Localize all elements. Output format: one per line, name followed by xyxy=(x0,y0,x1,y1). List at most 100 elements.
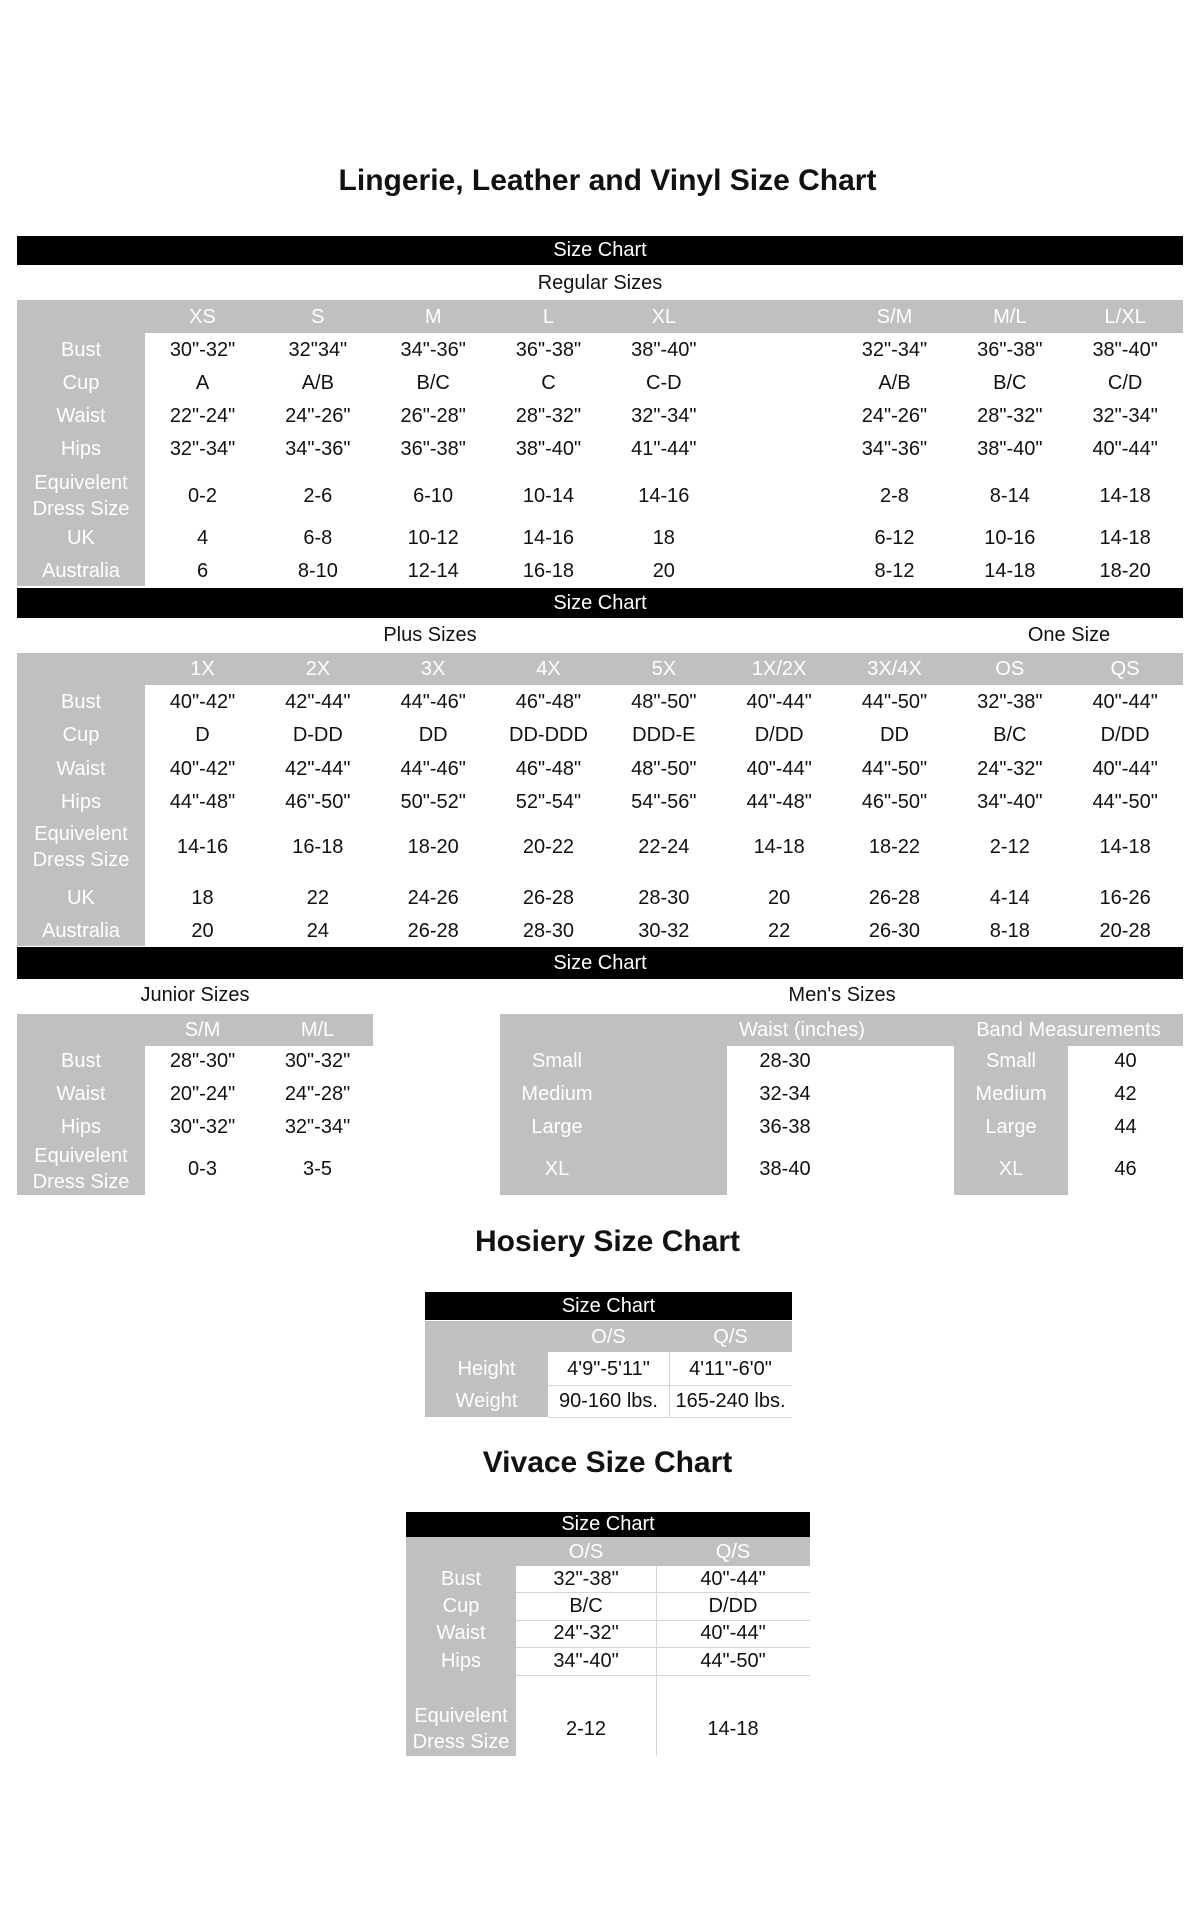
mens-band-cell: 42 xyxy=(1114,1083,1137,1105)
plus-column-header: 1X/2X xyxy=(751,658,807,680)
regular-column-header: S/M xyxy=(876,305,913,328)
plus-table-cell: 2-12 xyxy=(989,836,1030,858)
mens-band-cell: 46 xyxy=(1114,1158,1137,1180)
hosiery-header-background xyxy=(425,1321,792,1352)
regular-table-cell: 38"-40" xyxy=(1092,339,1158,361)
regular-column-header: M xyxy=(424,305,442,328)
regular-row-label: UK xyxy=(67,527,95,549)
plus-column-header: 5X xyxy=(651,658,677,680)
regular-table-cell: A/B xyxy=(301,372,334,394)
plus-row-label: Australia xyxy=(42,920,120,942)
plus-table-cell: 44"-46" xyxy=(400,758,466,780)
plus-table-cell: 42"-44" xyxy=(285,691,351,713)
regular-table-cell: 18 xyxy=(652,527,675,549)
regular-table-cell: C-D xyxy=(646,372,682,394)
plus-table-cell: 46"-50" xyxy=(285,791,351,813)
junior-row-label: Equivelent Dress Size xyxy=(32,1145,130,1193)
plus-table-cell: 46"-48" xyxy=(515,691,582,713)
regular-table-cell: B/C xyxy=(416,372,450,394)
plus-column-header: 2X xyxy=(305,658,331,680)
plus-table-cell: 4-14 xyxy=(989,887,1030,909)
plus-sizes-heading: Plus Sizes xyxy=(383,624,477,646)
vivace-column-header: O/S xyxy=(568,1540,604,1563)
regular-header-background xyxy=(17,300,1183,333)
plus-table-cell: 32"-38" xyxy=(977,691,1043,713)
plus-column-header: 1X xyxy=(190,658,215,680)
plus-table-cell: 46"-50" xyxy=(861,791,928,813)
regular-table-cell: 14-16 xyxy=(638,485,690,507)
regular-sizes-heading: Regular Sizes xyxy=(537,272,663,294)
plus-table-cell: D xyxy=(195,724,210,746)
hosiery-row-label: Height xyxy=(457,1358,516,1380)
plus-table-cell: 44"-48" xyxy=(169,791,236,813)
size-chart-bar-1: Size Chart xyxy=(17,236,1183,265)
regular-table-cell: 18-20 xyxy=(1099,560,1151,582)
junior-table-cell: 32"-34" xyxy=(284,1116,351,1138)
regular-table-cell: 6-8 xyxy=(303,527,333,549)
regular-table-cell: 32"-34" xyxy=(169,438,236,460)
regular-table-cell: 24"-26" xyxy=(861,405,928,427)
vivace-row-divider xyxy=(516,1592,810,1593)
regular-table-cell: 10-14 xyxy=(522,485,575,507)
plus-table-cell: 40"-42" xyxy=(169,691,236,713)
plus-table-cell: 40"-42" xyxy=(169,758,236,780)
regular-column-header: L xyxy=(542,305,555,328)
plus-table-cell: 24 xyxy=(306,920,329,942)
plus-header-background xyxy=(17,653,1183,685)
plus-table-cell: 42"-44" xyxy=(285,758,351,780)
regular-table-cell: B/C xyxy=(993,372,1027,394)
regular-table-cell: 32"-34" xyxy=(631,405,697,427)
plus-table-cell: 16-18 xyxy=(292,836,344,858)
plus-table-cell: 40"-44" xyxy=(1092,691,1158,713)
plus-table-cell: 20 xyxy=(768,887,791,909)
plus-table-cell: 52"-54" xyxy=(515,791,582,813)
vivace-table-cell: 24"-32" xyxy=(553,1622,619,1644)
vivace-header-background xyxy=(406,1537,810,1566)
vivace-table-cell: B/C xyxy=(569,1595,603,1617)
plus-table-cell: 24"-32" xyxy=(977,758,1043,780)
plus-table-cell: 40"-44" xyxy=(746,758,812,780)
mens-waist-cell: 38-40 xyxy=(759,1158,811,1180)
junior-column-header: S/M xyxy=(184,1019,221,1041)
plus-row-label: Cup xyxy=(62,724,100,746)
plus-table-cell: 8-18 xyxy=(989,920,1030,942)
plus-table-cell: 44"-50" xyxy=(861,758,928,780)
plus-table-cell: 28-30 xyxy=(522,920,575,942)
vivace-table-cell: 40"-44" xyxy=(700,1568,766,1590)
plus-table-cell: 16-26 xyxy=(1099,887,1151,909)
regular-table-cell: 34"-36" xyxy=(400,339,466,361)
regular-table-cell: 6-10 xyxy=(413,485,454,507)
plus-table-cell: 22-24 xyxy=(638,836,690,858)
plus-table-cell: 40"-44" xyxy=(1092,758,1158,780)
plus-column-header: 3X/4X xyxy=(867,658,922,680)
junior-label-column xyxy=(17,1046,145,1195)
mens-band-label-column xyxy=(954,1046,1068,1195)
size-chart-bar-3: Size Chart xyxy=(17,947,1183,979)
regular-table-cell: 10-16 xyxy=(984,527,1036,549)
mens-waist-cell: 36-38 xyxy=(759,1116,811,1138)
regular-table-cell: 14-18 xyxy=(984,560,1036,582)
vivace-column-divider xyxy=(656,1566,657,1756)
vivace-title: Vivace Size Chart xyxy=(482,1446,733,1479)
vivace-row-label: Waist xyxy=(436,1622,486,1644)
regular-column-header: M/L xyxy=(993,305,1027,328)
mens-band-label: XL xyxy=(998,1158,1024,1180)
junior-sizes-heading: Junior Sizes xyxy=(140,984,250,1006)
plus-column-header: 3X xyxy=(420,658,446,680)
regular-table-cell: 6 xyxy=(196,560,209,582)
vivace-row-divider xyxy=(516,1646,810,1648)
plus-row-label: Hips xyxy=(60,791,101,813)
plus-table-cell: 14-18 xyxy=(1099,836,1151,858)
main-title: Lingerie, Leather and Vinyl Size Chart xyxy=(338,164,877,197)
junior-header-background xyxy=(17,1014,373,1046)
regular-row-label: Bust xyxy=(60,339,102,361)
regular-table-cell: 4 xyxy=(196,527,209,549)
plus-column-header: QS xyxy=(1110,658,1140,680)
vivace-table-cell: 34"-40" xyxy=(553,1650,619,1672)
mens-row-label: XL xyxy=(544,1158,570,1180)
vivace-row-label: Equivelent Dress Size xyxy=(412,1705,510,1753)
regular-table-cell: C/D xyxy=(1107,372,1143,394)
hosiery-column-divider xyxy=(669,1352,670,1417)
regular-table-cell: 30"-32" xyxy=(169,339,236,361)
regular-table-cell: 12-14 xyxy=(407,560,459,582)
